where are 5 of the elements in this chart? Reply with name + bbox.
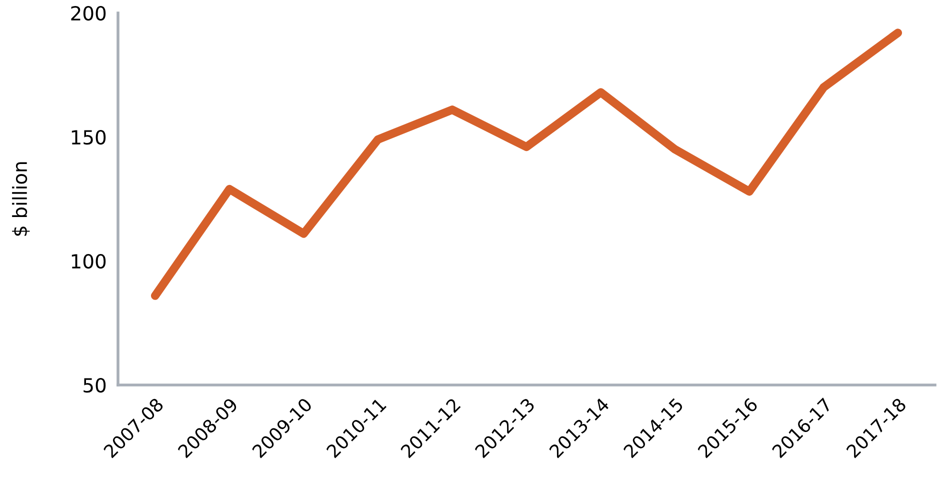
y-tick-label: 200 <box>71 6 106 21</box>
y-axis-title: $ billion <box>12 162 30 236</box>
y-tick-label: 150 <box>72 130 106 145</box>
y-tick-label: 50 <box>84 378 106 393</box>
y-tick-label: 100 <box>72 254 106 269</box>
